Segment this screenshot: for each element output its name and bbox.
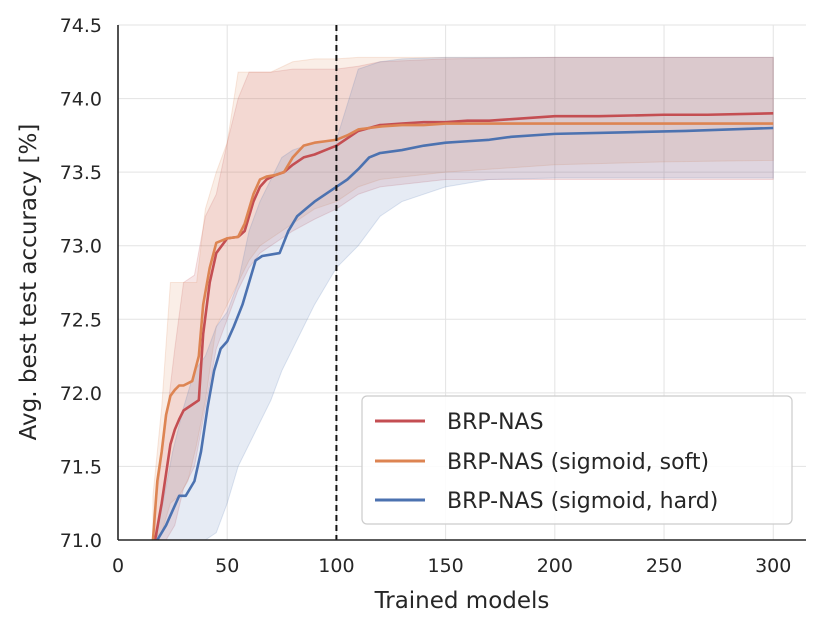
series-line-brp-nas-sigmoid-hard [156,126,774,541]
x-tick-label: 300 [755,555,791,577]
series-lines [151,111,774,541]
series-line-brp-nas-sigmoid-soft [151,122,774,541]
x-tick-label: 0 [112,555,124,577]
x-tick-label: 100 [318,555,354,577]
confidence-bands [152,56,774,542]
axes [117,25,806,541]
x-tick-label: 150 [427,555,463,577]
y-tick-label: 72.5 [60,309,102,331]
legend-frame [361,395,793,525]
x-tick-label: 250 [646,555,682,577]
y-tick-label: 71.0 [60,530,102,552]
band-brp-nas [154,56,774,541]
y-tick-label: 73.0 [60,236,102,258]
x-tick-label: 50 [215,555,239,577]
y-tick-label: 71.5 [60,456,102,478]
x-axis-title: Trained models [374,588,550,614]
band-sigmoid-hard [156,56,774,541]
legend-label-brp-nas: BRP-NAS [447,410,544,435]
tick-labels: 0 50 100 150 200 250 300 71.0 71.5 72.0 72.5 73.0 73… [60,15,792,577]
legend-label-sigmoid-hard: BRP-NAS (sigmoid, hard) [447,489,718,514]
y-axis-title: Avg. best test accuracy [%] [16,124,42,441]
x-tick-label: 200 [537,555,573,577]
series-line-brp-nas [153,111,774,541]
band-sigmoid-soft [152,56,774,542]
grid [117,24,806,541]
legend-label-sigmoid-soft: BRP-NAS (sigmoid, soft) [447,450,709,475]
y-tick-label: 74.0 [60,89,102,111]
legend: BRP-NAS BRP-NAS (sigmoid, soft) BRP-NAS … [361,395,793,525]
y-tick-label: 74.5 [60,15,102,37]
y-tick-label: 73.5 [60,162,102,184]
y-tick-label: 72.0 [60,383,102,405]
